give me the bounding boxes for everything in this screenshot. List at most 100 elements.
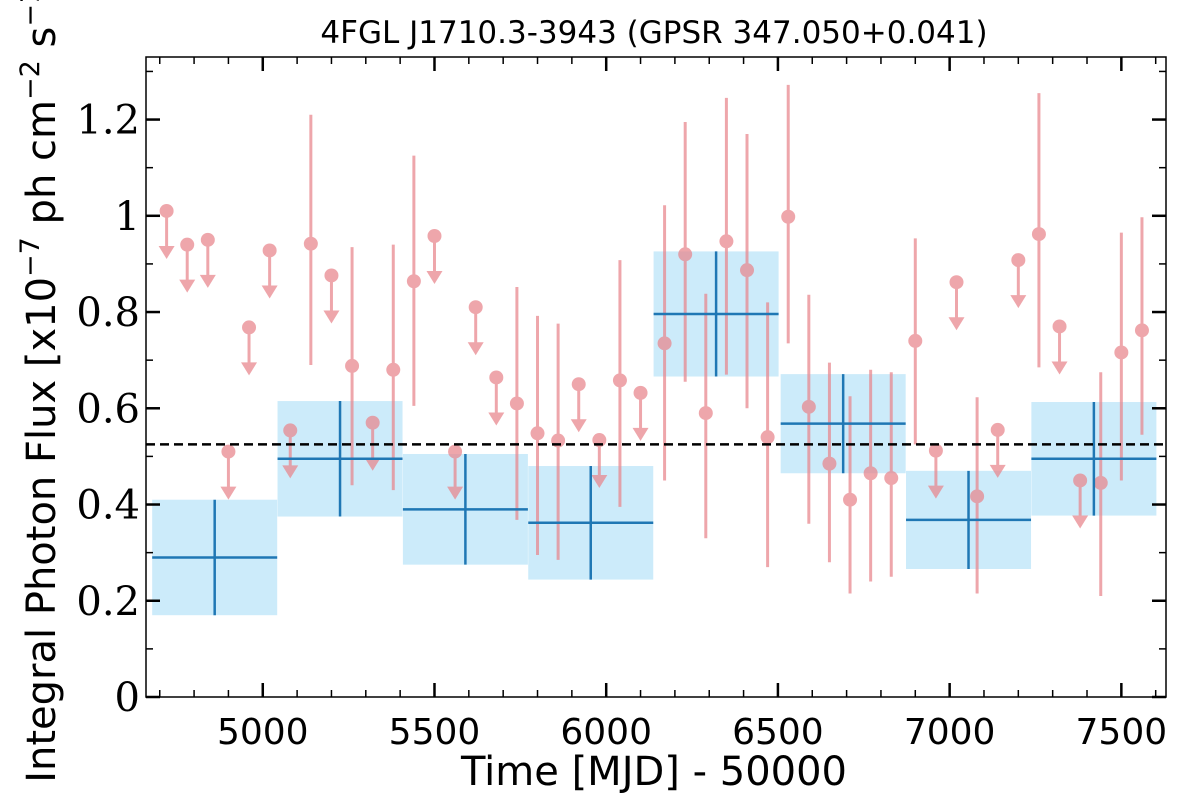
- monthly-point-40: [989, 422, 1006, 478]
- data-marker: [303, 236, 318, 251]
- upper-limit-arrow: [426, 271, 443, 285]
- data-marker: [324, 268, 339, 283]
- data-marker: [1134, 323, 1149, 338]
- monthly-point-1: [179, 237, 196, 293]
- y-axis-label-prefix: Integral Photon Flux [x10: [19, 277, 65, 783]
- data-marker: [1073, 473, 1088, 488]
- monthly-point-16: [488, 370, 505, 426]
- monthly-point-32: [822, 362, 837, 563]
- data-marker: [509, 396, 524, 411]
- y-axis-label-mid: ph cm: [19, 100, 65, 237]
- data-marker: [908, 333, 923, 348]
- data-marker: [427, 229, 442, 244]
- data-marker: [159, 203, 174, 218]
- bin-cross-1: [277, 401, 403, 517]
- monthly-point-33: [843, 396, 858, 594]
- upper-limit-arrow: [1010, 295, 1027, 309]
- upper-limit-arrow: [1072, 515, 1089, 529]
- monthly-point-35: [884, 372, 899, 577]
- monthly-point-37: [927, 443, 944, 499]
- data-marker: [760, 430, 775, 445]
- upper-limit-arrow: [199, 274, 216, 288]
- data-marker: [657, 336, 672, 351]
- monthly-point-46: [1114, 232, 1129, 481]
- plot-area: [146, 84, 1166, 616]
- data-marker: [200, 232, 215, 247]
- monthly-point-4: [241, 320, 258, 376]
- data-marker: [571, 377, 586, 392]
- monthly-point-15: [467, 300, 484, 356]
- monthly-point-11: [386, 244, 401, 491]
- data-marker: [180, 237, 195, 252]
- bin-cross-3: [528, 466, 654, 580]
- monthly-point-2: [199, 232, 216, 288]
- data-marker: [719, 234, 734, 249]
- data-marker: [928, 443, 943, 458]
- upper-limit-arrow: [179, 279, 196, 293]
- y-tick-label: 1.2: [76, 98, 140, 144]
- monthly-point-24: [657, 205, 672, 481]
- upper-limit-arrow: [948, 317, 965, 331]
- x-tick-label: 5500: [389, 712, 481, 753]
- upper-limit-arrow: [261, 285, 278, 299]
- monthly-point-29: [760, 302, 775, 568]
- monthly-point-44: [1072, 473, 1089, 529]
- y-tick-label: 1: [115, 194, 140, 240]
- data-marker: [530, 426, 545, 441]
- y-axis-label: Integral Photon Flux [x10−7 ph cm−2 s−1]: [15, 0, 65, 783]
- monthly-point-34: [863, 369, 878, 582]
- monthly-point-10: [364, 415, 381, 471]
- data-marker: [843, 492, 858, 507]
- plot-frame: [145, 56, 1167, 698]
- monthly-point-36: [908, 238, 923, 445]
- data-marker: [990, 422, 1005, 437]
- y-tick-label: 0.6: [76, 386, 140, 432]
- monthly-point-22: [612, 260, 627, 507]
- data-marker: [822, 456, 837, 471]
- chart-title: 4FGL J1710.3-3943 (GPSR 347.050+0.041): [320, 15, 987, 51]
- data-marker: [345, 358, 360, 373]
- y-axis-label-exp3: −1: [15, 0, 46, 27]
- monthly-point-28: [740, 133, 755, 409]
- y-axis-label-mid2: s: [19, 27, 65, 61]
- bin-cross-5: [780, 374, 906, 474]
- y-tick-label: 0.8: [76, 290, 140, 336]
- monthly-point-8: [323, 268, 340, 324]
- data-marker: [406, 274, 421, 289]
- data-marker: [740, 263, 755, 278]
- upper-limit-arrow: [570, 419, 587, 433]
- data-marker: [1031, 227, 1046, 242]
- bin-cross-4: [653, 251, 779, 377]
- data-marker: [612, 373, 627, 388]
- data-marker: [365, 415, 380, 430]
- upper-limit-arrow: [158, 245, 175, 259]
- monthly-point-7: [303, 114, 318, 365]
- x-axis-label: Time [MJD] - 50000: [460, 749, 847, 795]
- monthly-point-12: [406, 155, 421, 406]
- data-marker: [386, 362, 401, 377]
- monthly-point-43: [1051, 319, 1068, 375]
- x-tick-label: 7000: [904, 712, 996, 753]
- upper-limit-arrow: [591, 475, 608, 489]
- upper-limit-arrow: [364, 457, 381, 471]
- monthly-point-41: [1010, 253, 1027, 309]
- upper-limit-arrow: [447, 486, 464, 500]
- x-tick-label: 6500: [732, 712, 824, 753]
- axis-ticks: 5000 5500 6000 6500 7000 7500 0 0.2 0.4 0.6 0.8 1 1.…: [76, 57, 1167, 753]
- data-marker: [242, 320, 257, 335]
- monthly-point-9: [345, 247, 360, 486]
- monthly-point-45: [1093, 372, 1108, 596]
- y-axis-label-exp2: −2: [15, 60, 46, 100]
- monthly-point-18: [530, 315, 545, 556]
- monthly-point-20: [570, 377, 587, 433]
- monthly-point-26: [698, 293, 713, 539]
- upper-limit-arrow: [632, 427, 649, 441]
- data-marker: [1093, 475, 1108, 490]
- monthly-point-47: [1134, 217, 1149, 435]
- bin-cross-2: [402, 453, 528, 565]
- monthly-point-5: [261, 243, 278, 299]
- upper-limit-arrow: [323, 310, 340, 324]
- data-marker: [970, 489, 985, 504]
- monthly-point-25: [678, 121, 693, 382]
